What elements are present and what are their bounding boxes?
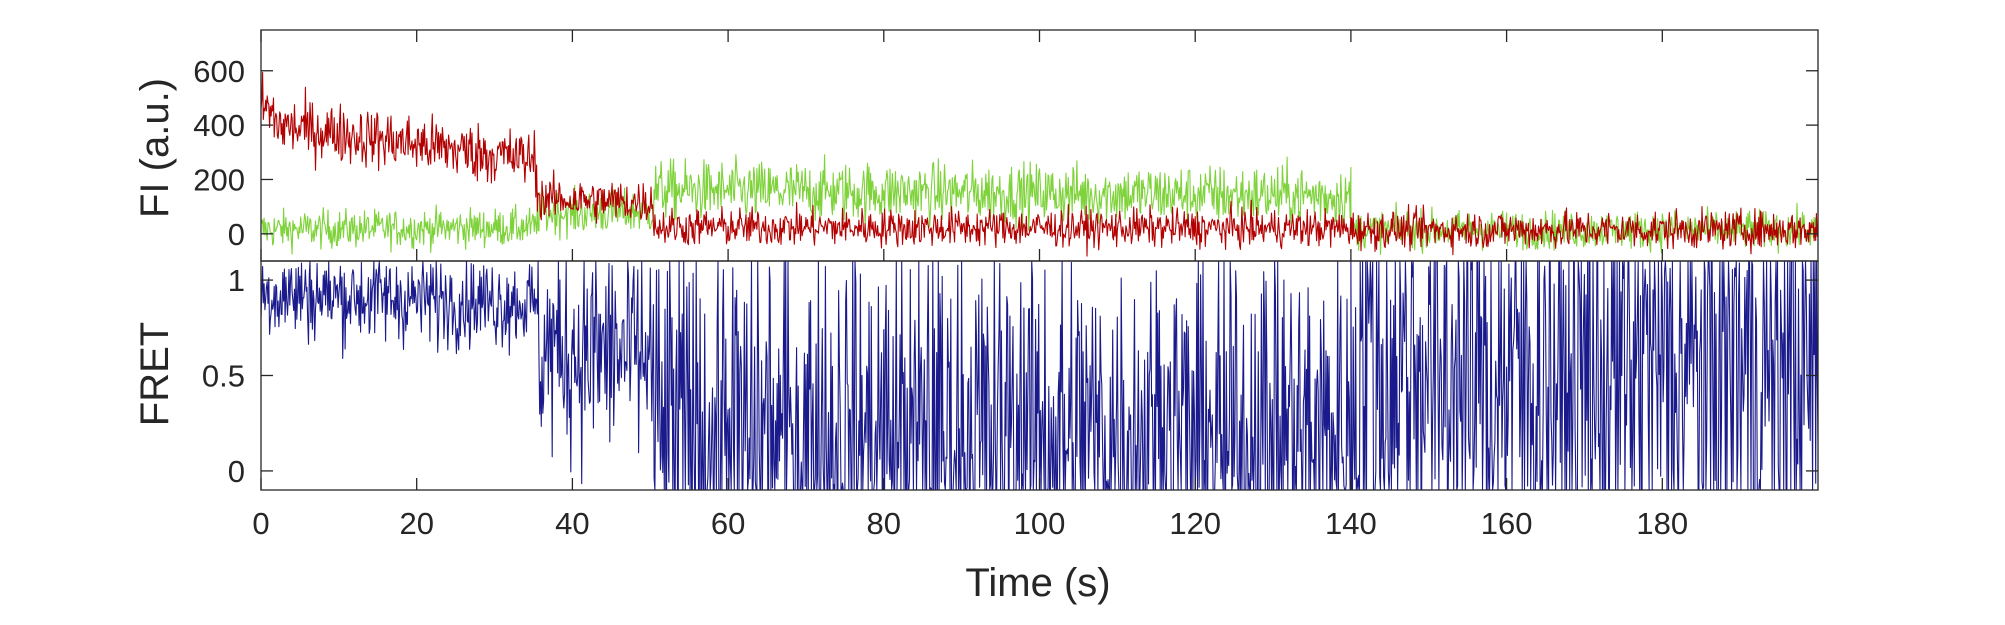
time-xtick-label: 140 [1325,506,1377,541]
time-xtick-label: 100 [1014,506,1066,541]
time-x-ticks: 0 20 40 60 80 100 120 140 160 180 [252,478,1688,541]
time-xtick-label: 160 [1481,506,1533,541]
fret-trace-0 [261,261,1818,490]
fret-y-ticks: 00.51 [202,263,1818,489]
fret-panel: 00.51 0 20 40 60 80 100 120 140 160 180 FRET Time… [133,260,1819,605]
time-xtick-label: 0 [252,506,269,541]
fluorescence-ytick-label: 200 [193,162,245,197]
time-xtick-label: 80 [867,506,901,541]
fret-ytick-label: 1 [228,263,245,298]
fluorescence-y-ticks: 0 200 400 600 [193,30,1818,261]
fluorescence-panel: 0 200 400 600 FI (a.u.) [133,29,1819,262]
fret-ytick-label: 0.5 [202,359,245,394]
fluorescence-series-group [261,71,1818,257]
fret-y-axis-label: FRET [133,322,177,426]
fluorescence-ytick-label: 400 [193,108,245,143]
fluorescence-trace-0 [261,71,1818,257]
fluorescence-y-axis-label: FI (a.u.) [133,78,177,218]
fret-series-group [261,261,1818,490]
fret-ytick-label: 0 [228,454,245,489]
time-xtick-label: 20 [399,506,433,541]
time-xtick-label: 60 [711,506,745,541]
fluorescence-ytick-label: 600 [193,54,245,89]
time-xtick-label: 180 [1636,506,1688,541]
time-xtick-label: 40 [555,506,589,541]
time-x-axis-label: Time (s) [965,561,1110,605]
fluorescence-ytick-label: 0 [228,217,245,252]
time-xtick-label: 120 [1169,506,1221,541]
